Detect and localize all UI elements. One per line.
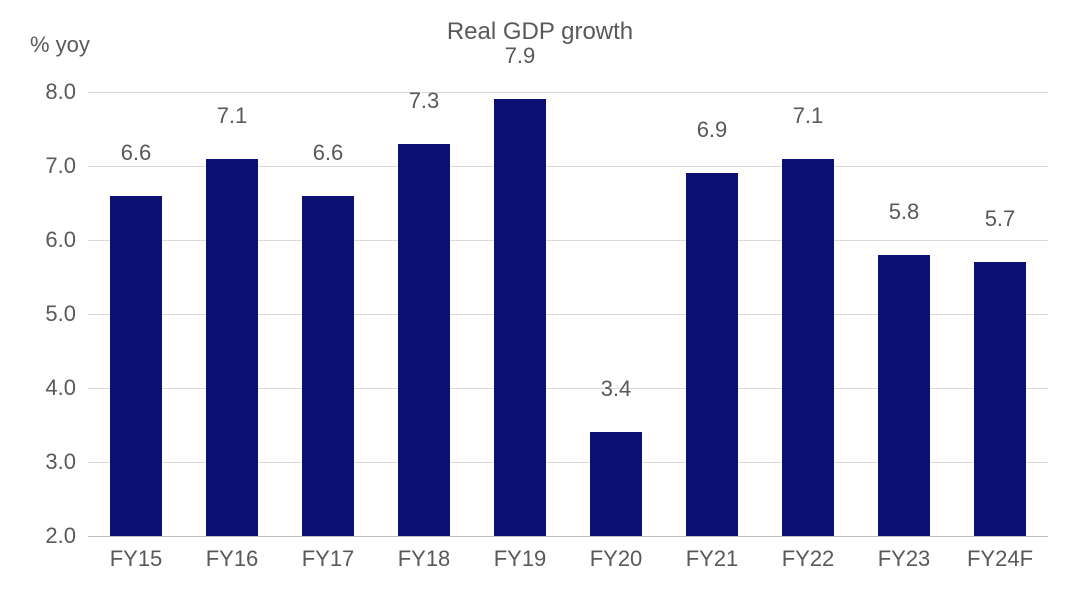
x-tick-label: FY21 bbox=[686, 546, 739, 572]
x-tick-label: FY22 bbox=[782, 546, 835, 572]
x-tick-label: FY20 bbox=[590, 546, 643, 572]
bar-value-label: 3.4 bbox=[601, 376, 632, 402]
bar-value-label: 5.8 bbox=[889, 199, 920, 225]
bar: 6.6 bbox=[302, 196, 355, 536]
bar: 5.8 bbox=[878, 255, 931, 536]
y-tick-label: 2.0 bbox=[45, 523, 76, 549]
y-tick-label: 5.0 bbox=[45, 301, 76, 327]
bar: 7.1 bbox=[206, 159, 259, 536]
bar-value-label: 7.1 bbox=[217, 103, 248, 129]
chart-title: Real GDP growth bbox=[0, 18, 1080, 46]
y-tick-label: 8.0 bbox=[45, 79, 76, 105]
bar-value-label: 7.9 bbox=[505, 43, 536, 69]
y-tick-label: 7.0 bbox=[45, 153, 76, 179]
x-tick-label: FY23 bbox=[878, 546, 931, 572]
x-tick-label: FY18 bbox=[398, 546, 451, 572]
x-tick-label: FY17 bbox=[302, 546, 355, 572]
bar-value-label: 6.6 bbox=[313, 140, 344, 166]
x-tick-label: FY16 bbox=[206, 546, 259, 572]
bar: 7.1 bbox=[782, 159, 835, 536]
y-axis-label: % yoy bbox=[30, 32, 90, 58]
x-tick-label: FY19 bbox=[494, 546, 547, 572]
bar: 3.4 bbox=[590, 432, 643, 536]
gridline bbox=[88, 536, 1048, 537]
y-tick-label: 3.0 bbox=[45, 449, 76, 475]
bar: 7.3 bbox=[398, 144, 451, 536]
bar-value-label: 6.9 bbox=[697, 117, 728, 143]
bar: 7.9 bbox=[494, 99, 547, 536]
x-tick-label: FY15 bbox=[110, 546, 163, 572]
y-tick-label: 6.0 bbox=[45, 227, 76, 253]
gridline bbox=[88, 92, 1048, 93]
bar-value-label: 6.6 bbox=[121, 140, 152, 166]
y-tick-label: 4.0 bbox=[45, 375, 76, 401]
x-tick-label: FY24F bbox=[967, 546, 1033, 572]
bar-value-label: 5.7 bbox=[985, 206, 1016, 232]
bar: 6.9 bbox=[686, 173, 739, 536]
bar: 6.6 bbox=[110, 196, 163, 536]
gdp-chart: Real GDP growth % yoy 2.03.04.05.06.07.0… bbox=[0, 0, 1080, 604]
bar: 5.7 bbox=[974, 262, 1027, 536]
bar-value-label: 7.1 bbox=[793, 103, 824, 129]
bar-value-label: 7.3 bbox=[409, 88, 440, 114]
plot-area: 2.03.04.05.06.07.08.06.6FY157.1FY166.6FY… bbox=[88, 92, 1048, 536]
